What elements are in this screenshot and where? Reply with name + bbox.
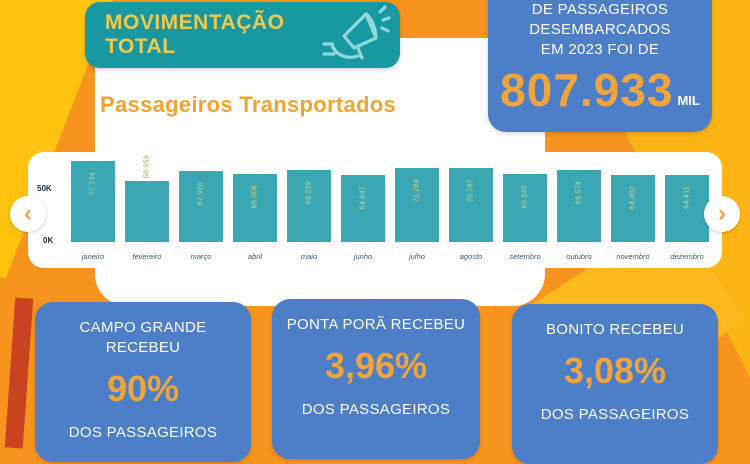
stat-card-title: PONTA PORÃ RECEBEU bbox=[286, 316, 466, 333]
bar-value-julho: 71.284 bbox=[413, 178, 421, 202]
bar-outubro bbox=[557, 170, 601, 242]
bar-column-julho: 71.284 julho bbox=[390, 152, 444, 268]
total-value-row: 807.933 MIL bbox=[488, 64, 712, 116]
month-label-maio: maio bbox=[300, 252, 318, 261]
section-badge: MOVIMENTAÇÃO TOTAL bbox=[85, 2, 400, 68]
section-badge-line2: TOTAL bbox=[105, 35, 176, 58]
chevron-right-icon: › bbox=[718, 200, 726, 227]
bar-column-novembro: 64.402 novembro bbox=[606, 152, 660, 268]
bar-column-abril: 65.008 abril bbox=[228, 152, 282, 268]
month-label-outubro: outubro bbox=[566, 252, 592, 261]
bar-column-janeiro: 77.734 janeiro bbox=[66, 152, 120, 268]
stat-card-campo-grande: CAMPO GRANDE RECEBEU 90% DOS PASSAGEIROS bbox=[35, 302, 251, 462]
chart-title: Passageiros Transportados bbox=[100, 92, 397, 117]
chart-band: 50K 0K 77.734 janeiro 58.953 fevereiro 67.92… bbox=[28, 152, 722, 268]
bar-fevereiro bbox=[125, 181, 169, 242]
bar-column-maio: 69.229 maio bbox=[282, 152, 336, 268]
bar-value-outubro: 69.574 bbox=[575, 180, 583, 204]
month-label-agosto: agosto bbox=[459, 252, 483, 261]
stat-card-value: 3,08% bbox=[563, 350, 667, 391]
stat-card-title: BONITO RECEBEU bbox=[545, 321, 685, 338]
month-label-abril: abril bbox=[247, 252, 263, 261]
background-strip-red-bottomleft bbox=[4, 297, 34, 449]
month-label-novembro: novembro bbox=[616, 252, 650, 261]
total-unit: MIL bbox=[677, 93, 700, 108]
month-label-dezembro: dezembro bbox=[670, 252, 704, 261]
bar-value-agosto: 70.787 bbox=[467, 178, 475, 202]
bar-julho bbox=[395, 168, 439, 242]
stat-card-title: CAMPO GRANDE RECEBEU bbox=[79, 319, 207, 356]
month-label-janeiro: janeiro bbox=[81, 252, 105, 261]
total-line1: DE PASSAGEIROS bbox=[531, 1, 669, 18]
bar-value-dezembro: 64.411 bbox=[683, 186, 691, 209]
bar-value-fevereiro: 58.953 bbox=[143, 154, 151, 178]
y-axis-tick-0k: 0K bbox=[43, 236, 54, 245]
stat-card-bonito: BONITO RECEBEU 3,08% DOS PASSAGEIROS bbox=[512, 304, 718, 464]
bar-maio bbox=[287, 170, 331, 242]
bar-value-abril: 65.008 bbox=[251, 184, 259, 208]
bar-value-março: 67.926 bbox=[197, 181, 205, 205]
month-label-março: março bbox=[190, 252, 212, 261]
total-passengers-box: DE PASSAGEIROS DESEMBARCADOS EM 2023 FOI… bbox=[488, 0, 712, 132]
bar-value-janeiro: 77.734 bbox=[89, 171, 97, 195]
bar-março bbox=[179, 171, 223, 242]
month-label-setembro: setembro bbox=[509, 252, 541, 261]
bar-dezembro bbox=[665, 175, 709, 242]
bar-column-outubro: 69.574 outubro bbox=[552, 152, 606, 268]
total-value: 807.933 bbox=[500, 64, 674, 116]
bar-junho bbox=[341, 175, 385, 242]
stat-card-suffix: DOS PASSAGEIROS bbox=[301, 401, 451, 418]
megaphone-hand-icon bbox=[322, 5, 391, 60]
carousel-next-button[interactable]: › bbox=[704, 196, 740, 232]
bar-chart-plot: 77.734 janeiro 58.953 fevereiro 67.926 março 6… bbox=[66, 152, 714, 268]
bar-abril bbox=[233, 174, 277, 242]
month-label-junho: junho bbox=[353, 252, 373, 261]
bar-column-junho: 64.847 junho bbox=[336, 152, 390, 268]
stat-card-value: 90% bbox=[106, 368, 180, 409]
total-line3: EM 2023 FOI DE bbox=[540, 41, 660, 58]
total-line2: DESEMBARCADOS bbox=[529, 21, 671, 38]
bar-value-setembro: 65.245 bbox=[521, 184, 529, 208]
stat-card-value: 3,96% bbox=[324, 345, 428, 386]
section-badge-line1: MOVIMENTAÇÃO bbox=[105, 11, 285, 34]
bar-setembro bbox=[503, 174, 547, 242]
stat-card-suffix: DOS PASSAGEIROS bbox=[540, 406, 690, 423]
bar-column-março: 67.926 março bbox=[174, 152, 228, 268]
section-badge-label: MOVIMENTAÇÃO TOTAL bbox=[85, 11, 284, 59]
stat-card-suffix: DOS PASSAGEIROS bbox=[68, 424, 218, 441]
month-label-fevereiro: fevereiro bbox=[132, 252, 162, 261]
bar-agosto bbox=[449, 168, 493, 242]
stat-card-ponta-pora: PONTA PORÃ RECEBEU 3,96% DOS PASSAGEIROS bbox=[272, 299, 480, 459]
bar-column-fevereiro: 58.953 fevereiro bbox=[120, 152, 174, 268]
carousel-prev-button[interactable]: ‹ bbox=[10, 196, 46, 232]
bar-column-agosto: 70.787 agosto bbox=[444, 152, 498, 268]
month-label-julho: julho bbox=[409, 252, 425, 261]
bar-value-novembro: 64.402 bbox=[629, 185, 637, 209]
y-axis-tick-50k: 50K bbox=[37, 184, 52, 193]
bar-janeiro bbox=[71, 161, 115, 242]
bar-novembro bbox=[611, 175, 655, 242]
bar-value-junho: 64.847 bbox=[359, 185, 367, 209]
bar-column-setembro: 65.245 setembro bbox=[498, 152, 552, 268]
bar-column-dezembro: 64.411 dezembro bbox=[660, 152, 714, 268]
bar-value-maio: 69.229 bbox=[305, 180, 313, 204]
chevron-left-icon: ‹ bbox=[24, 200, 32, 227]
